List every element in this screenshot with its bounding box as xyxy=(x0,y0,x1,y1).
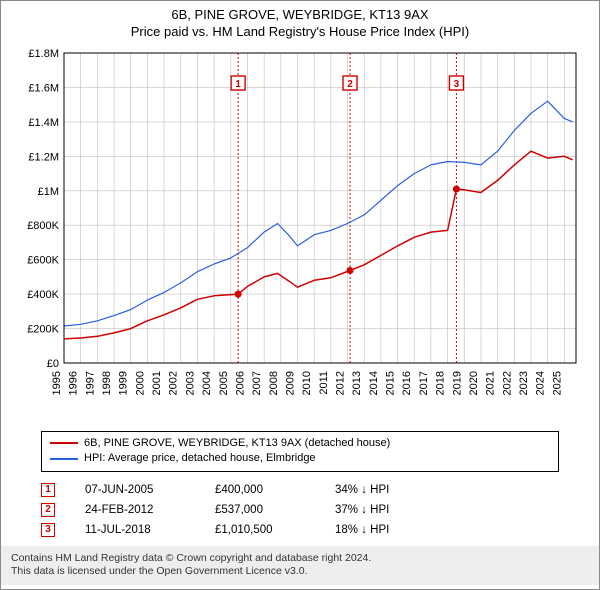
svg-text:2009: 2009 xyxy=(284,371,296,395)
chart-title: 6B, PINE GROVE, WEYBRIDGE, KT13 9AX Pric… xyxy=(1,1,599,41)
title-line-2: Price paid vs. HM Land Registry's House … xyxy=(1,24,599,41)
svg-text:£400K: £400K xyxy=(27,289,59,301)
table-row: 2 24-FEB-2012 £537,000 37% ↓ HPI xyxy=(41,500,559,520)
svg-text:2005: 2005 xyxy=(218,371,230,395)
svg-text:2025: 2025 xyxy=(551,371,563,395)
svg-text:2018: 2018 xyxy=(435,371,447,395)
chart-container: 6B, PINE GROVE, WEYBRIDGE, KT13 9AX Pric… xyxy=(0,0,600,590)
svg-text:2015: 2015 xyxy=(385,371,397,395)
svg-text:£1.4M: £1.4M xyxy=(28,117,59,129)
svg-text:2024: 2024 xyxy=(535,371,547,395)
svg-text:£600K: £600K xyxy=(27,254,59,266)
legend-label-property: 6B, PINE GROVE, WEYBRIDGE, KT13 9AX (det… xyxy=(84,436,390,451)
title-line-1: 6B, PINE GROVE, WEYBRIDGE, KT13 9AX xyxy=(1,7,599,24)
svg-text:2022: 2022 xyxy=(501,371,513,395)
svg-text:2004: 2004 xyxy=(201,371,213,395)
svg-text:2000: 2000 xyxy=(134,371,146,395)
svg-text:1997: 1997 xyxy=(84,371,96,395)
legend-swatch-hpi xyxy=(50,458,78,460)
svg-text:2011: 2011 xyxy=(318,371,330,395)
svg-text:2006: 2006 xyxy=(234,371,246,395)
svg-text:2: 2 xyxy=(347,79,353,90)
svg-text:£1.6M: £1.6M xyxy=(28,82,59,94)
svg-text:2016: 2016 xyxy=(401,371,413,395)
svg-text:2020: 2020 xyxy=(468,371,480,395)
svg-text:2002: 2002 xyxy=(168,371,180,395)
tx-price: £400,000 xyxy=(215,484,305,496)
svg-text:3: 3 xyxy=(454,79,460,90)
tx-price: £537,000 xyxy=(215,504,305,516)
tx-price: £1,010,500 xyxy=(215,524,305,536)
svg-text:£0: £0 xyxy=(47,358,59,370)
svg-text:£1.8M: £1.8M xyxy=(28,48,59,60)
tx-marker-icon: 2 xyxy=(41,503,55,517)
table-row: 1 07-JUN-2005 £400,000 34% ↓ HPI xyxy=(41,480,559,500)
table-row: 3 11-JUL-2018 £1,010,500 18% ↓ HPI xyxy=(41,520,559,540)
svg-text:2001: 2001 xyxy=(151,371,163,395)
svg-text:2013: 2013 xyxy=(351,371,363,395)
legend-row-hpi: HPI: Average price, detached house, Elmb… xyxy=(50,451,550,466)
svg-text:1995: 1995 xyxy=(51,371,63,395)
legend: 6B, PINE GROVE, WEYBRIDGE, KT13 9AX (det… xyxy=(41,431,559,472)
svg-text:2007: 2007 xyxy=(251,371,263,395)
tx-marker-icon: 1 xyxy=(41,483,55,497)
tx-date: 07-JUN-2005 xyxy=(85,484,185,496)
svg-text:1999: 1999 xyxy=(118,371,130,395)
svg-text:£200K: £200K xyxy=(27,323,59,335)
tx-date: 11-JUL-2018 xyxy=(85,524,185,536)
tx-diff: 18% ↓ HPI xyxy=(335,524,435,536)
chart-svg: £0 £200K £400K £600K £800K £1M £1.2M £1.4M £1.6M… xyxy=(16,45,586,425)
svg-text:2017: 2017 xyxy=(418,371,430,395)
legend-label-hpi: HPI: Average price, detached house, Elmb… xyxy=(84,451,316,466)
tx-diff: 34% ↓ HPI xyxy=(335,484,435,496)
svg-text:2008: 2008 xyxy=(268,371,280,395)
legend-swatch-property xyxy=(50,442,78,444)
footer-line-1: Contains HM Land Registry data © Crown c… xyxy=(11,552,589,566)
tx-date: 24-FEB-2012 xyxy=(85,504,185,516)
tx-diff: 37% ↓ HPI xyxy=(335,504,435,516)
svg-text:1996: 1996 xyxy=(68,371,80,395)
chart-area: £0 £200K £400K £600K £800K £1M £1.2M £1.4M £1.6M… xyxy=(16,45,586,425)
transactions-table: 1 07-JUN-2005 £400,000 34% ↓ HPI 2 24-FE… xyxy=(41,480,559,540)
svg-text:2023: 2023 xyxy=(518,371,530,395)
svg-text:2019: 2019 xyxy=(451,371,463,395)
svg-text:2003: 2003 xyxy=(184,371,196,395)
footer: Contains HM Land Registry data © Crown c… xyxy=(1,546,599,585)
svg-text:1998: 1998 xyxy=(101,371,113,395)
svg-text:2014: 2014 xyxy=(368,371,380,395)
svg-text:£800K: £800K xyxy=(27,220,59,232)
svg-text:2010: 2010 xyxy=(301,371,313,395)
svg-text:1: 1 xyxy=(235,79,241,90)
svg-text:2012: 2012 xyxy=(335,371,347,395)
tx-marker-icon: 3 xyxy=(41,523,55,537)
svg-text:£1.2M: £1.2M xyxy=(28,151,59,163)
svg-text:£1M: £1M xyxy=(38,186,59,198)
svg-text:2021: 2021 xyxy=(485,371,497,395)
legend-row-property: 6B, PINE GROVE, WEYBRIDGE, KT13 9AX (det… xyxy=(50,436,550,451)
footer-line-2: This data is licensed under the Open Gov… xyxy=(11,565,589,579)
